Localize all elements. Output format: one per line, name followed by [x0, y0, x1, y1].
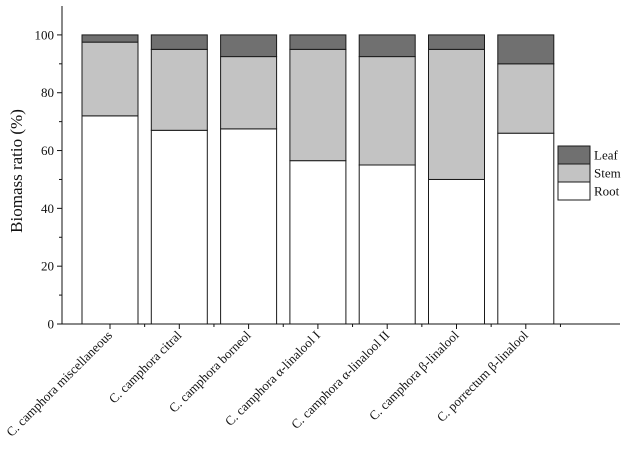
- bar-root-5: [428, 178, 485, 325]
- legend: Leaf Stem Root: [557, 145, 621, 201]
- y-tick-label: 0: [48, 317, 55, 332]
- y-axis-title: Biomass ratio (%): [7, 109, 26, 233]
- x-tick-label: C. camphora miscellaneous: [3, 328, 115, 440]
- bar-leaf-6: [497, 34, 555, 65]
- bar-stem-0: [81, 41, 139, 117]
- bar-leaf-2: [220, 34, 278, 58]
- y-tick-label: 80: [41, 85, 54, 100]
- bar-root-3: [289, 160, 347, 325]
- bar-leaf-5: [428, 34, 485, 50]
- bar-stem-1: [150, 48, 208, 131]
- y-tick-label: 20: [41, 259, 54, 274]
- legend-label-leaf: Leaf: [594, 148, 618, 163]
- bar-stem-4: [358, 56, 416, 166]
- bar-leaf-1: [150, 34, 208, 50]
- bar-root-6: [497, 132, 555, 325]
- bar-root-2: [220, 128, 278, 325]
- bar-leaf-0: [81, 34, 139, 43]
- bar-leaf-3: [289, 34, 347, 50]
- legend-label-stem: Stem: [594, 166, 621, 181]
- bar-stem-2: [220, 56, 278, 130]
- bar-stem-3: [289, 48, 347, 162]
- legend-swatch-stem: [557, 163, 591, 183]
- x-tick-label: C. camphora citral: [106, 327, 185, 406]
- legend-swatch-leaf: [557, 145, 591, 165]
- bar-root-0: [81, 115, 139, 325]
- bar-root-4: [358, 164, 416, 325]
- bar-stem-5: [428, 48, 485, 180]
- y-tick-label: 60: [41, 143, 54, 158]
- y-tick-label: 100: [35, 27, 55, 42]
- bar-root-1: [150, 129, 208, 325]
- legend-swatch-root: [557, 181, 591, 201]
- legend-label-root: Root: [594, 184, 620, 199]
- bars-layer: [81, 34, 555, 325]
- y-tick-label: 40: [41, 201, 54, 216]
- bar-stem-6: [497, 63, 555, 134]
- bar-leaf-4: [358, 34, 416, 58]
